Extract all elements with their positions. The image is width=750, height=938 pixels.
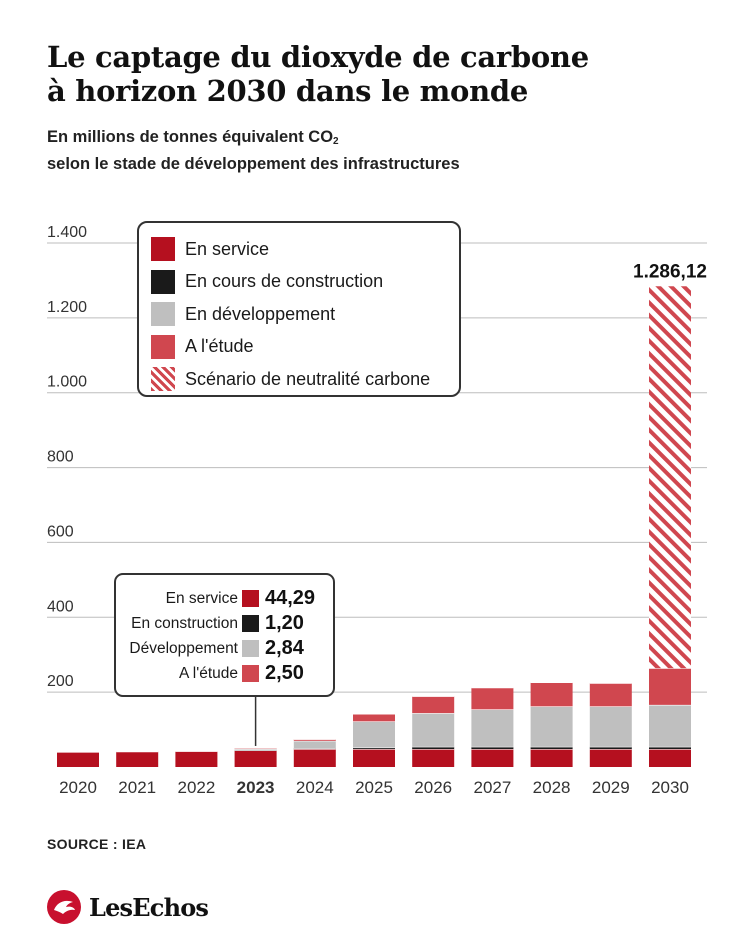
y-tick-label: 1.000 <box>47 374 87 391</box>
bar-2027-etude <box>471 687 514 710</box>
y-tick-label: 800 <box>47 449 74 466</box>
bar-2030-etude <box>649 668 691 705</box>
y-tick-label: 1.400 <box>47 224 87 241</box>
legend: En service En cours de construction En d… <box>137 221 461 397</box>
bar-2020-en_service <box>57 752 99 767</box>
bar-2028-construction <box>530 746 573 750</box>
tooltip-label-en-service: En service <box>165 589 238 607</box>
les-echos-emblem-icon <box>47 890 81 924</box>
bars <box>57 285 691 767</box>
legend-label-scenario: Scénario de neutralité carbone <box>185 368 431 389</box>
x-tick-label-2025: 2025 <box>355 778 393 797</box>
bar-2029-en_service <box>589 749 632 767</box>
total-annotation-2030: 1.286,12 <box>633 262 707 283</box>
brand-logo: LesEchos <box>47 890 209 924</box>
chart-title: Le captage du dioxyde de carbone à horiz… <box>47 40 707 108</box>
bar-2030-scenario <box>649 285 691 669</box>
tooltip-value-construction: 1,20 <box>265 612 304 634</box>
bar-2024-en_service <box>293 749 336 767</box>
bar-2027-developpement <box>471 709 514 747</box>
bar-2022-en_service <box>175 751 218 767</box>
x-tick-label-2028: 2028 <box>533 778 571 797</box>
bar-2025-developpement <box>353 721 395 748</box>
legend-item-etude: A l'étude <box>151 331 445 364</box>
legend-label-etude: A l'étude <box>185 336 254 357</box>
bar-2024-etude <box>293 739 336 741</box>
bar-2026-construction <box>412 746 455 750</box>
legend-label-developpement: En développement <box>185 303 336 324</box>
tooltip-value-en-service: 44,29 <box>265 587 316 609</box>
tooltip-label-developpement: Développement <box>129 639 238 657</box>
bar-2030-en_service <box>649 749 691 767</box>
tooltip-row-en-service: En service 44,29 <box>166 586 321 611</box>
tooltip-label-etude: A l'étude <box>179 664 238 682</box>
y-tick-label: 200 <box>47 673 74 690</box>
stacked-bar-chart: 200 400 600 800 1.000 1.200 1.400 2020 2021 2022 2… <box>47 224 707 797</box>
tooltip-2023: En service 44,29 En construction 1,20 Dé… <box>114 573 335 697</box>
y-tick-label: 400 <box>47 598 74 615</box>
legend-swatch-construction <box>151 269 175 294</box>
tooltip-value-developpement: 2,84 <box>265 637 304 659</box>
bar-2026-developpement <box>412 713 455 747</box>
bar-2027-construction <box>471 746 514 750</box>
legend-item-construction: En cours de construction <box>151 266 445 299</box>
bar-2028-developpement <box>530 706 573 747</box>
bar-2027-en_service <box>471 749 514 767</box>
subtitle-unit: En millions de tonnes équivalent CO <box>47 128 334 146</box>
bar-2021-en_service <box>116 751 159 767</box>
x-tick-label-2024: 2024 <box>296 778 334 797</box>
axis-labels: 200 400 600 800 1.000 1.200 1.400 2020 2021 2022 2… <box>47 224 707 797</box>
bar-2030-developpement <box>649 704 691 747</box>
legend-label-en-service: En service <box>185 238 270 259</box>
bar-2029-etude <box>589 683 632 707</box>
bar-2024-developpement <box>293 740 336 749</box>
y-tick-label: 600 <box>47 523 74 540</box>
title-line-1: Le captage du dioxyde de carbone <box>47 40 589 74</box>
x-tick-label-2027: 2027 <box>473 778 511 797</box>
title-line-2: à horizon 2030 dans le monde <box>47 74 528 108</box>
bar-2026-en_service <box>412 749 455 767</box>
subtitle-line-2: selon le stade de développement des infr… <box>47 155 460 173</box>
legend-item-scenario: Scénario de neutralité carbone <box>151 363 445 396</box>
tooltip-row-construction: En construction 1,20 <box>131 611 321 636</box>
tooltip-row-etude: A l'étude 2,50 <box>179 661 321 686</box>
tooltip-swatch-en-service <box>242 590 259 607</box>
bar-2025-en_service <box>353 749 395 767</box>
x-tick-label-2020: 2020 <box>59 778 97 797</box>
bar-2028-en_service <box>530 749 573 767</box>
x-tick-label-2021: 2021 <box>118 778 156 797</box>
x-tick-label-2023: 2023 <box>237 778 275 797</box>
tooltip-swatch-etude <box>242 665 259 682</box>
bar-2029-developpement <box>589 706 632 747</box>
subtitle-subscript: 2 <box>333 136 339 147</box>
source-note: SOURCE : IEA <box>47 836 147 852</box>
legend-swatch-en-service <box>151 237 175 262</box>
legend-swatch-scenario <box>151 367 175 392</box>
tooltip-swatch-construction <box>242 615 259 632</box>
tooltip-swatch-developpement <box>242 640 259 657</box>
x-tick-label-2022: 2022 <box>177 778 215 797</box>
bar-2030-construction <box>649 746 691 750</box>
legend-swatch-developpement <box>151 302 175 327</box>
tooltip-value-etude: 2,50 <box>265 662 304 684</box>
tooltip-row-developpement: Développement 2,84 <box>129 636 321 661</box>
legend-item-developpement: En développement <box>151 298 445 331</box>
legend-label-construction: En cours de construction <box>185 271 384 292</box>
bar-2026-etude <box>412 696 455 714</box>
subtitle-line-1: En millions de tonnes équivalent CO2 <box>47 126 707 153</box>
x-tick-label-2029: 2029 <box>592 778 630 797</box>
legend-item-en-service: En service <box>151 233 445 266</box>
x-tick-label-2030: 2030 <box>651 778 689 797</box>
bar-2029-construction <box>589 746 632 750</box>
bar-2023-en_service <box>234 750 277 767</box>
legend-swatch-etude <box>151 334 175 359</box>
x-tick-label-2026: 2026 <box>414 778 452 797</box>
y-tick-label: 1.200 <box>47 299 87 316</box>
bar-2028-etude <box>530 682 573 707</box>
chart-subtitle: En millions de tonnes équivalent CO2 sel… <box>47 126 707 175</box>
bar-2025-etude <box>353 713 395 722</box>
tooltip-label-construction: En construction <box>131 614 238 632</box>
bar-2025-construction <box>353 747 395 750</box>
brand-name: LesEchos <box>89 892 209 922</box>
